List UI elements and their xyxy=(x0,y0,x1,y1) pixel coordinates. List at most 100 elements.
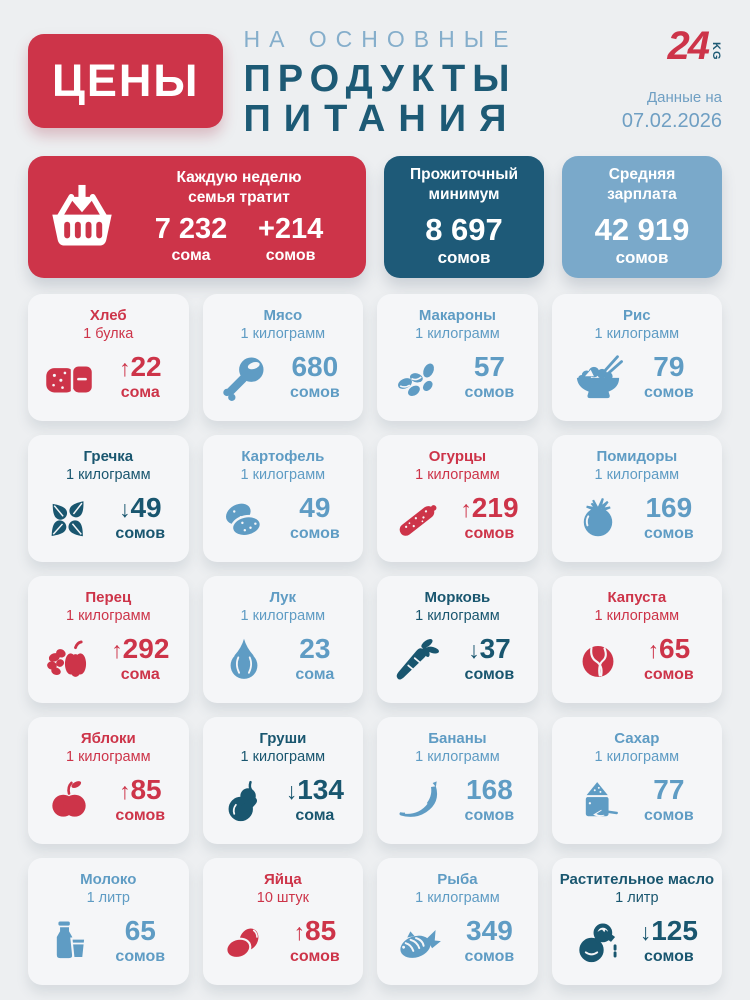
price-unit: сомов xyxy=(464,383,515,401)
product-price: 49 xyxy=(299,491,331,523)
header-right: 24 KG Данные на 07.02.2026 xyxy=(622,24,722,135)
price-unit: сомов xyxy=(643,806,694,824)
price-unit: сомов xyxy=(643,665,694,683)
product-quantity: 1 килограмм xyxy=(594,325,680,342)
price-unit: сома xyxy=(295,665,335,683)
product-card: Мясо 1 килограмм 680 сомов xyxy=(202,293,364,421)
product-card: Макароны 1 килограмм 57 сомов xyxy=(377,293,538,421)
data-date: Данные на 07.02.2026 xyxy=(622,88,722,135)
basket-icon xyxy=(44,179,120,255)
salary-title-line1: Средняя xyxy=(608,165,676,183)
product-name: Яйца xyxy=(263,870,302,888)
product-quantity: 1 килограмм xyxy=(594,748,680,765)
trend-arrow: ↓ xyxy=(468,636,480,663)
banana-icon xyxy=(392,774,444,826)
trend-arrow: ↑ xyxy=(460,495,472,522)
product-name: Лук xyxy=(269,588,297,606)
weekly-title-line1: Каждую неделю xyxy=(176,168,302,186)
product-card: Бананы 1 килограмм 168 сомов xyxy=(377,716,538,844)
product-quantity: 1 килограмм xyxy=(415,607,500,624)
product-name: Сахар xyxy=(614,729,660,747)
price-unit: сомов xyxy=(115,806,166,824)
product-quantity: 1 килограмм xyxy=(415,889,500,906)
trend-arrow: ↓ xyxy=(118,495,131,522)
product-name: Капуста xyxy=(607,588,667,606)
tomato-icon xyxy=(572,492,624,544)
product-quantity: 10 штук xyxy=(256,889,309,906)
apple-icon xyxy=(43,774,95,826)
minimum-title-line2: минимум xyxy=(428,186,500,204)
product-card: Сахар 1 килограмм 77 сомов xyxy=(551,716,722,844)
meat-icon xyxy=(218,351,270,403)
price-unit: сома xyxy=(295,806,335,824)
trend-arrow: ↓ xyxy=(285,777,298,804)
date-label: Данные на xyxy=(647,89,722,106)
product-card: Яйца 10 штук ↑85 сомов xyxy=(202,857,364,985)
weekly-title-line2: семья тратит xyxy=(188,189,290,207)
product-price: 134 xyxy=(297,773,344,805)
product-quantity: 1 килограмм xyxy=(240,466,326,483)
product-name: Бананы xyxy=(428,729,487,747)
product-price: 292 xyxy=(122,632,170,664)
product-name: Перец xyxy=(85,588,132,606)
product-card: Помидоры 1 килограмм 169 сомов xyxy=(551,434,722,562)
salary-unit: сомов xyxy=(615,248,669,268)
logo-suffix: KG xyxy=(710,42,722,61)
product-quantity: 1 килограмм xyxy=(240,607,326,624)
product-name: Яблоки xyxy=(80,729,136,747)
product-price: 65 xyxy=(124,914,156,946)
price-badge: ЦЕНЫ xyxy=(28,34,224,128)
product-name: Мясо xyxy=(263,306,303,324)
product-price: 219 xyxy=(471,491,519,523)
product-price: 125 xyxy=(651,914,698,946)
product-card: Рыба 1 килограмм 349 сомов xyxy=(377,857,538,985)
product-quantity: 1 килограмм xyxy=(594,466,680,483)
product-card: Яблоки 1 килограмм ↑85 сомов xyxy=(28,716,189,844)
product-quantity: 1 килограмм xyxy=(240,325,326,342)
price-unit: сомов xyxy=(115,524,166,542)
product-name: Картофель xyxy=(241,447,325,465)
summary-row: Каждую неделю семья тратит 7 232 сома +2… xyxy=(28,155,722,278)
minimum-title-line1: Прожиточный xyxy=(410,165,518,183)
product-card: Картофель 1 килограмм 49 сомов xyxy=(202,434,364,562)
product-name: Хлеб xyxy=(89,306,127,324)
salary-title-line2: зарплата xyxy=(607,186,677,204)
buckwheat-icon xyxy=(43,492,95,544)
product-quantity: 1 килограмм xyxy=(65,466,151,483)
weekly-spend-card: Каждую неделю семья тратит 7 232 сома +2… xyxy=(28,155,366,278)
product-name: Рыба xyxy=(437,870,478,888)
product-quantity: 1 литр xyxy=(615,889,659,906)
product-card: Капуста 1 килограмм ↑65 сомов xyxy=(551,575,722,703)
product-card: Лук 1 килограмм 23 сома xyxy=(202,575,364,703)
cabbage-icon xyxy=(572,633,624,685)
product-price: 349 xyxy=(466,914,513,946)
carrot-icon xyxy=(392,633,444,685)
product-quantity: 1 килограмм xyxy=(594,607,680,624)
weekly-amount: 7 232 xyxy=(154,213,228,246)
weekly-amount-block: 7 232 сома xyxy=(155,215,228,265)
product-name: Молоко xyxy=(80,870,137,888)
title-block: НА ОСНОВНЫЕ ПРОДУКТЫ ПИТАНИЯ xyxy=(243,24,519,140)
product-card: Груши 1 килограмм ↓134 сома xyxy=(202,716,364,844)
price-unit: сомов xyxy=(289,947,340,965)
price-unit: сомов xyxy=(289,383,340,401)
products-grid: Хлеб 1 булка ↑22 сома Мясо 1 килограмм 6… xyxy=(28,293,722,985)
product-card: Гречка 1 килограмм ↓49 сомов xyxy=(28,434,189,562)
bread-icon xyxy=(43,351,95,403)
trend-arrow: ↑ xyxy=(118,777,131,804)
product-quantity: 1 килограмм xyxy=(415,466,500,483)
price-unit: сомов xyxy=(289,524,340,542)
fish-icon xyxy=(392,915,444,967)
trend-arrow: ↓ xyxy=(639,918,652,945)
weekly-change-unit: сомов xyxy=(265,247,316,265)
product-price: 85 xyxy=(130,773,162,805)
minimum-amount: 8 697 xyxy=(425,212,503,248)
product-quantity: 1 килограмм xyxy=(65,607,151,624)
title-line2: ПИТАНИЯ xyxy=(243,98,520,141)
product-name: Гречка xyxy=(83,447,134,465)
milk-icon xyxy=(43,915,95,967)
rice-icon xyxy=(572,351,624,403)
pepper-icon xyxy=(43,633,95,685)
living-minimum-card: Прожиточный минимум 8 697 сомов xyxy=(384,155,544,278)
product-card: Молоко 1 литр 65 сомов xyxy=(28,857,189,985)
